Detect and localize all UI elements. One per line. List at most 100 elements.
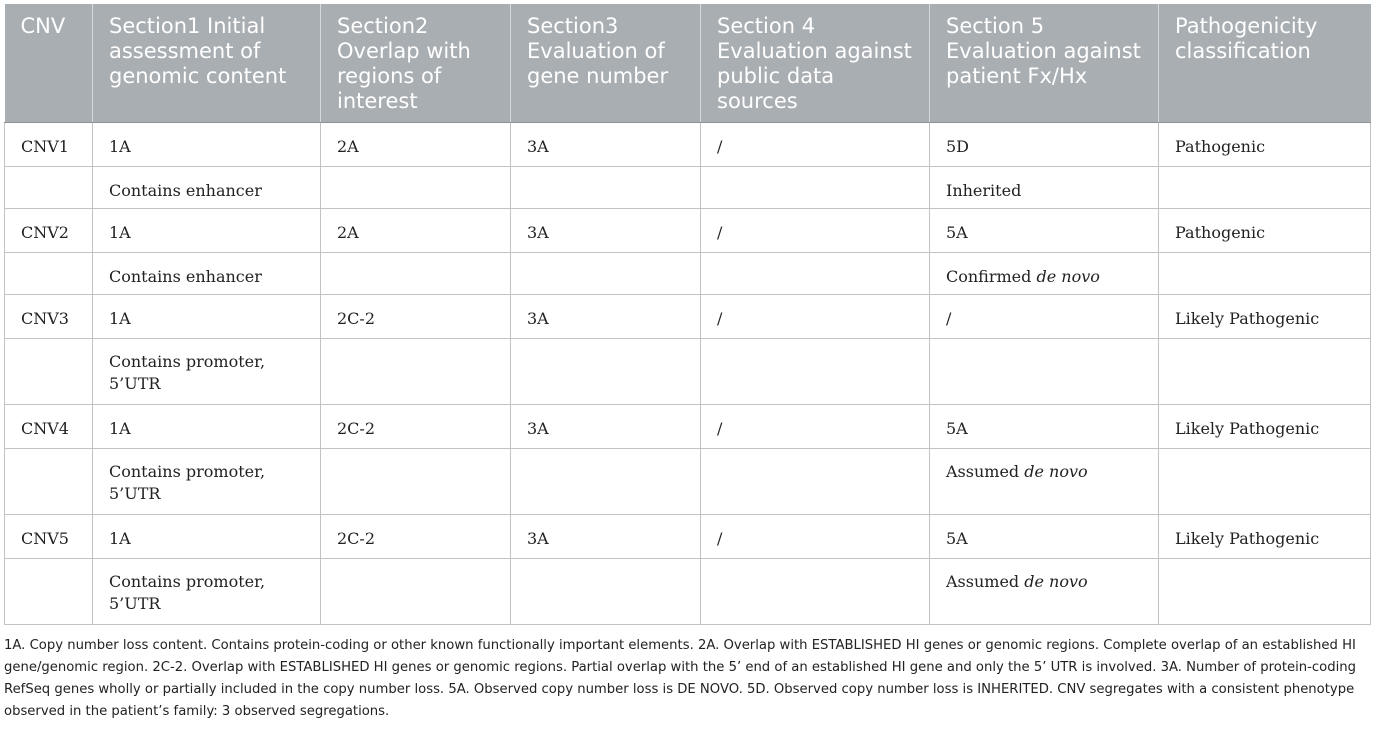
header-section3: Section3 Evaluation of gene number [510, 4, 701, 123]
cell-section3 [510, 448, 701, 515]
cell-section4 [700, 448, 930, 515]
cell-text: CNV3 [21, 309, 69, 328]
cell-text: Contains promoter, 5’UTR [109, 572, 266, 613]
cell-cnv: CNV4 [4, 404, 93, 449]
table-row: CNV4 1A 2C-2 3A / 5A Likely Pathogenic [4, 404, 1371, 449]
cell-section2: 2C-2 [320, 294, 511, 339]
cell-section2: 2C-2 [320, 404, 511, 449]
cell-text: 3A [527, 419, 549, 438]
cell-section4: / [700, 122, 930, 167]
table-row: Contains enhancer Confirmed de novo [4, 252, 1371, 295]
cell-section1: Contains enhancer [92, 166, 321, 209]
cell-section1: 1A [92, 208, 321, 253]
cell-text: CNV5 [21, 529, 69, 548]
header-section5: Section 5 Evaluation against patient Fx/… [929, 4, 1159, 123]
table-row: CNV2 1A 2A 3A / 5A Pathogenic [4, 208, 1371, 253]
cell-section5: 5A [929, 514, 1159, 559]
cell-text: 3A [527, 529, 549, 548]
cell-text: 2C-2 [337, 419, 376, 438]
cell-section2: 2A [320, 122, 511, 167]
cell-text: 2C-2 [337, 309, 376, 328]
cell-pathogenicity [1158, 338, 1371, 405]
cell-section3: 3A [510, 208, 701, 253]
cell-text: 1A [109, 419, 131, 438]
header-section2: Section2 Overlap with regions of interes… [320, 4, 511, 123]
cell-text: CNV1 [21, 137, 69, 156]
cell-cnv [4, 448, 93, 515]
cell-section1: Contains enhancer [92, 252, 321, 295]
cell-pathogenicity [1158, 252, 1371, 295]
cell-text: / [717, 137, 723, 156]
cell-section5: Inherited [929, 166, 1159, 209]
cell-section3: 3A [510, 404, 701, 449]
cell-text: Assumed [946, 462, 1025, 481]
cell-text: Contains promoter, 5’UTR [109, 352, 266, 393]
header-section1: Section1 Initial assessment of genomic c… [92, 4, 321, 123]
cell-section4 [700, 558, 930, 625]
cell-text: / [946, 309, 952, 328]
cell-section5 [929, 338, 1159, 405]
table-row: CNV5 1A 2C-2 3A / 5A Likely Pathogenic [4, 514, 1371, 559]
cell-pathogenicity [1158, 558, 1371, 625]
cell-text: 3A [527, 137, 549, 156]
cell-italic-text: de novo [1036, 267, 1100, 286]
cell-section4 [700, 338, 930, 405]
cell-text: 1A [109, 309, 131, 328]
table-header-row: CNV Section1 Initial assessment of genom… [4, 4, 1371, 123]
cnv-classification-table: CNV Section1 Initial assessment of genom… [4, 4, 1371, 625]
cell-text: / [717, 419, 723, 438]
cell-section1: 1A [92, 514, 321, 559]
cell-cnv [4, 558, 93, 625]
header-pathogenicity: Pathogenicity classification [1158, 4, 1371, 123]
cell-section3: 3A [510, 122, 701, 167]
cell-cnv [4, 166, 93, 209]
cell-section5: 5D [929, 122, 1159, 167]
cell-section3 [510, 338, 701, 405]
header-cnv: CNV [4, 4, 93, 123]
cell-text: / [717, 223, 723, 242]
cell-cnv: CNV1 [4, 122, 93, 167]
cell-text: 1A [109, 137, 131, 156]
cell-cnv: CNV2 [4, 208, 93, 253]
cell-section3 [510, 252, 701, 295]
header-section4: Section 4 Evaluation against public data… [700, 4, 930, 123]
cell-text: Contains promoter, 5’UTR [109, 462, 266, 503]
cell-pathogenicity: Likely Pathogenic [1158, 294, 1371, 339]
cell-section3: 3A [510, 294, 701, 339]
table-container: CNV Section1 Initial assessment of genom… [4, 4, 1371, 723]
cell-section2 [320, 448, 511, 515]
table-row: Contains promoter, 5’UTR Assumed de novo [4, 448, 1371, 515]
cell-section3 [510, 558, 701, 625]
cell-section1: Contains promoter, 5’UTR [92, 558, 321, 625]
cell-section1: Contains promoter, 5’UTR [92, 338, 321, 405]
cell-section3: 3A [510, 514, 701, 559]
cell-text: 3A [527, 223, 549, 242]
cell-section4: / [700, 294, 930, 339]
cell-text: 2A [337, 137, 359, 156]
cell-text: / [717, 529, 723, 548]
cell-section3 [510, 166, 701, 209]
cell-cnv [4, 338, 93, 405]
cell-section4: / [700, 208, 930, 253]
cell-italic-text: de novo [1024, 572, 1088, 591]
table-body: CNV1 1A 2A 3A / 5D Pathogenic Contains enhancer… [4, 122, 1371, 625]
cell-cnv: CNV5 [4, 514, 93, 559]
cell-cnv [4, 252, 93, 295]
cell-section5: 5A [929, 208, 1159, 253]
cell-text: Pathogenic [1175, 137, 1266, 156]
cell-text: CNV4 [21, 419, 69, 438]
cell-section5: Assumed de novo [929, 558, 1159, 625]
cell-pathogenicity [1158, 166, 1371, 209]
table-row: Contains promoter, 5’UTR Assumed de novo [4, 558, 1371, 625]
cell-section5: Confirmed de novo [929, 252, 1159, 295]
cell-section2 [320, 166, 511, 209]
cell-text: Confirmed [946, 267, 1037, 286]
cell-section1: 1A [92, 122, 321, 167]
cell-section4 [700, 252, 930, 295]
cell-section1: Contains promoter, 5’UTR [92, 448, 321, 515]
cell-text: 5A [946, 419, 968, 438]
cell-text: 2A [337, 223, 359, 242]
table-footnote: 1A. Copy number loss content. Contains p… [4, 638, 1356, 719]
cell-text: CNV2 [21, 223, 69, 242]
cell-text: 1A [109, 223, 131, 242]
